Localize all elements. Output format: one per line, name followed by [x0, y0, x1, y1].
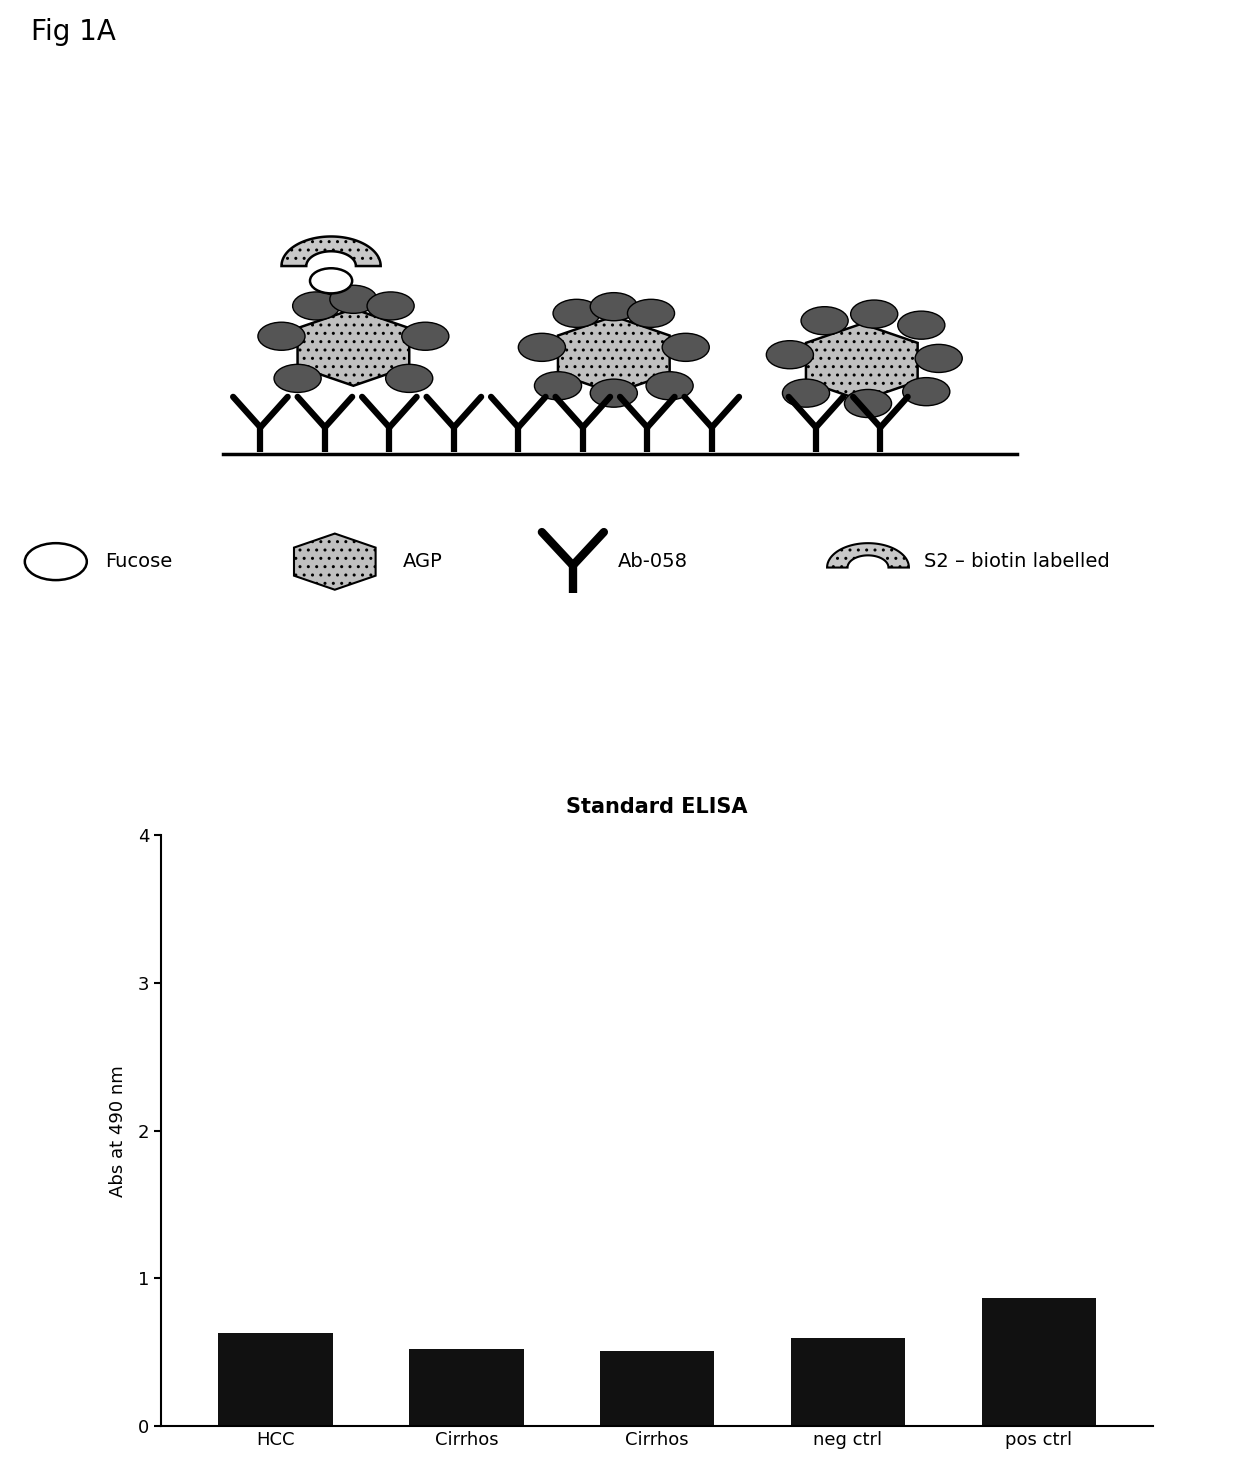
Polygon shape	[281, 236, 381, 266]
Circle shape	[310, 268, 352, 293]
Circle shape	[293, 291, 340, 321]
Circle shape	[646, 372, 693, 399]
Bar	[409, 1349, 523, 1426]
Text: Ab-058: Ab-058	[618, 553, 687, 571]
Polygon shape	[294, 534, 376, 590]
Circle shape	[534, 372, 582, 399]
Bar	[600, 1351, 714, 1426]
Polygon shape	[827, 544, 909, 568]
Circle shape	[903, 378, 950, 406]
Circle shape	[402, 322, 449, 350]
Text: S2 – biotin labelled: S2 – biotin labelled	[924, 553, 1110, 571]
Bar	[791, 1338, 905, 1426]
Y-axis label: Abs at 490 nm: Abs at 490 nm	[109, 1064, 126, 1197]
Circle shape	[386, 364, 433, 392]
Text: Fucose: Fucose	[105, 553, 172, 571]
Circle shape	[330, 285, 377, 313]
Circle shape	[782, 378, 830, 406]
Circle shape	[518, 333, 565, 362]
Circle shape	[274, 364, 321, 392]
Circle shape	[553, 299, 600, 327]
Polygon shape	[558, 316, 670, 393]
Bar	[982, 1298, 1096, 1426]
Polygon shape	[806, 324, 918, 401]
Circle shape	[590, 293, 637, 321]
Circle shape	[844, 390, 892, 417]
Polygon shape	[298, 309, 409, 386]
Title: Standard ELISA: Standard ELISA	[567, 797, 748, 817]
Circle shape	[766, 341, 813, 368]
Text: AGP: AGP	[403, 553, 443, 571]
Circle shape	[851, 300, 898, 328]
Circle shape	[915, 344, 962, 372]
Circle shape	[627, 299, 675, 327]
Circle shape	[898, 310, 945, 338]
Circle shape	[258, 322, 305, 350]
Circle shape	[662, 333, 709, 362]
Text: Fig 1A: Fig 1A	[31, 18, 115, 46]
Circle shape	[801, 306, 848, 334]
Circle shape	[25, 542, 87, 579]
Bar	[218, 1333, 332, 1426]
Circle shape	[367, 291, 414, 321]
Circle shape	[590, 378, 637, 406]
